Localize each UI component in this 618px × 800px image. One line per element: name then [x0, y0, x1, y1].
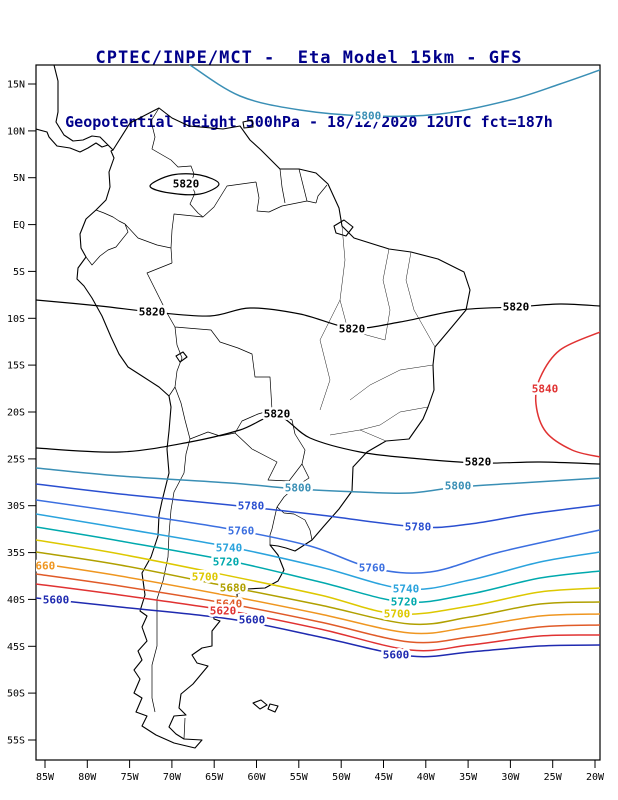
- contour-label-5660: 5660: [29, 560, 56, 573]
- lat-label-10N: 10N: [7, 126, 25, 137]
- contour-line-5660: [36, 562, 600, 635]
- contour-line-5820-equatorial: [36, 299, 600, 329]
- contour-label-5820-south: 5820: [264, 408, 291, 421]
- lon-label-35W: 35W: [459, 772, 478, 783]
- chart-title: CPTEC/INPE/MCT - Eta Model 15km - GFS: [95, 48, 523, 68]
- contour-label-5800-south: 5800: [445, 480, 472, 493]
- contour-label-5840-high: 5840: [532, 383, 559, 396]
- contour-line-5820-north: [149, 173, 220, 196]
- chart-header: CPTEC/INPE/MCT - Eta Model 15km - GFS Ge…: [0, 8, 618, 171]
- lat-label-35S: 35S: [7, 548, 25, 559]
- lat-label-10S: 10S: [7, 314, 25, 325]
- contour-label-5780: 5780: [238, 500, 265, 513]
- contour-label-5740: 5740: [393, 583, 420, 596]
- coastline-central-america: [36, 65, 114, 153]
- lon-label-45W: 45W: [374, 772, 393, 783]
- contour-line-5680: [36, 551, 600, 626]
- contour-line-5640: [36, 573, 600, 644]
- contour-label-5600: 5600: [43, 594, 70, 607]
- contour-label-5600: 5600: [239, 614, 266, 627]
- lon-label-30W: 30W: [501, 772, 520, 783]
- contour-label-5620: 5620: [210, 605, 237, 618]
- lon-label-75W: 75W: [121, 772, 140, 783]
- lon-label-60W: 60W: [247, 772, 266, 783]
- contour-label-5640: 5640: [216, 598, 243, 611]
- lat-label-25S: 25S: [7, 454, 25, 465]
- contour-label-5600: 5600: [383, 649, 410, 662]
- lat-label-50S: 50S: [7, 689, 25, 700]
- map-layer: [36, 65, 471, 749]
- contour-label-5800-south: 5800: [285, 482, 312, 495]
- plot-frame: [35, 64, 601, 761]
- contour-label-5820-equatorial: 5820: [503, 301, 530, 314]
- contour-label-5820-equatorial: 5820: [339, 323, 366, 336]
- lat-label-5S: 5S: [13, 267, 25, 278]
- lon-label-65W: 65W: [205, 772, 224, 783]
- contour-label-5760: 5760: [359, 562, 386, 575]
- contour-label-5740: 5740: [216, 542, 243, 555]
- contour-label-5700: 5700: [384, 608, 411, 621]
- contour-label-5820-north: 5820: [173, 178, 200, 191]
- lon-label-20W: 20W: [586, 772, 605, 783]
- lat-label-45S: 45S: [7, 642, 25, 653]
- contour-line-5620: [36, 583, 600, 652]
- lat-label-EQ: EQ: [13, 220, 25, 231]
- lat-label-5N: 5N: [13, 173, 25, 184]
- contour-line-5720: [36, 526, 600, 604]
- contour-label-5780: 5780: [405, 521, 432, 534]
- contour-label-5720: 5720: [213, 556, 240, 569]
- contour-line-5740: [36, 513, 600, 591]
- contour-line-5600: [36, 597, 600, 658]
- lon-label-80W: 80W: [78, 772, 97, 783]
- chart-subtitle: Geopotential Height 500hPa - 18/12/2020 …: [65, 113, 553, 131]
- lon-label-50W: 50W: [332, 772, 351, 783]
- islands-and-lakes: [175, 119, 354, 713]
- lat-label-40S: 40S: [7, 595, 25, 606]
- contour-line-5820-south: [36, 415, 600, 465]
- contour-label-5820-south: 5820: [465, 456, 492, 469]
- contour-label-5760: 5760: [228, 525, 255, 538]
- contour-line-5760: [36, 499, 600, 574]
- contour-label-5720: 5720: [391, 596, 418, 609]
- lon-label-40W: 40W: [417, 772, 436, 783]
- axis-layer: 15N 10N 5N EQ 5S 10S 15S 20S 25S 30S 35S 40S 45S 50S 5…: [7, 80, 605, 784]
- contour-line-5840-high: [534, 331, 600, 458]
- contour-label-5700: 5700: [192, 571, 219, 584]
- contour-line-5800-north: [189, 65, 600, 118]
- lat-label-15N: 15N: [7, 80, 25, 91]
- state-borders: [319, 225, 436, 442]
- contour-label-5820-equatorial: 5820: [139, 306, 166, 319]
- contour-layer: 5800 5820 5820 5820 5820 5840 5820 5820 5800 5800…: [29, 65, 600, 664]
- lon-label-55W: 55W: [290, 772, 309, 783]
- lat-label-15S: 15S: [7, 361, 25, 372]
- coastline-south-america: [76, 107, 471, 749]
- lat-label-20S: 20S: [7, 408, 25, 419]
- contour-line-5780: [36, 483, 600, 529]
- contour-line-5700: [36, 539, 600, 616]
- lat-label-55S: 55S: [7, 736, 25, 747]
- contour-label-5680: 5680: [220, 582, 247, 595]
- lon-label-70W: 70W: [163, 772, 182, 783]
- country-borders: [85, 107, 328, 740]
- lat-label-30S: 30S: [7, 501, 25, 512]
- lon-label-85W: 85W: [36, 772, 55, 783]
- contour-label-5800-north: 5800: [355, 110, 382, 123]
- contour-line-5800-south: [36, 467, 600, 495]
- lon-label-25W: 25W: [544, 772, 563, 783]
